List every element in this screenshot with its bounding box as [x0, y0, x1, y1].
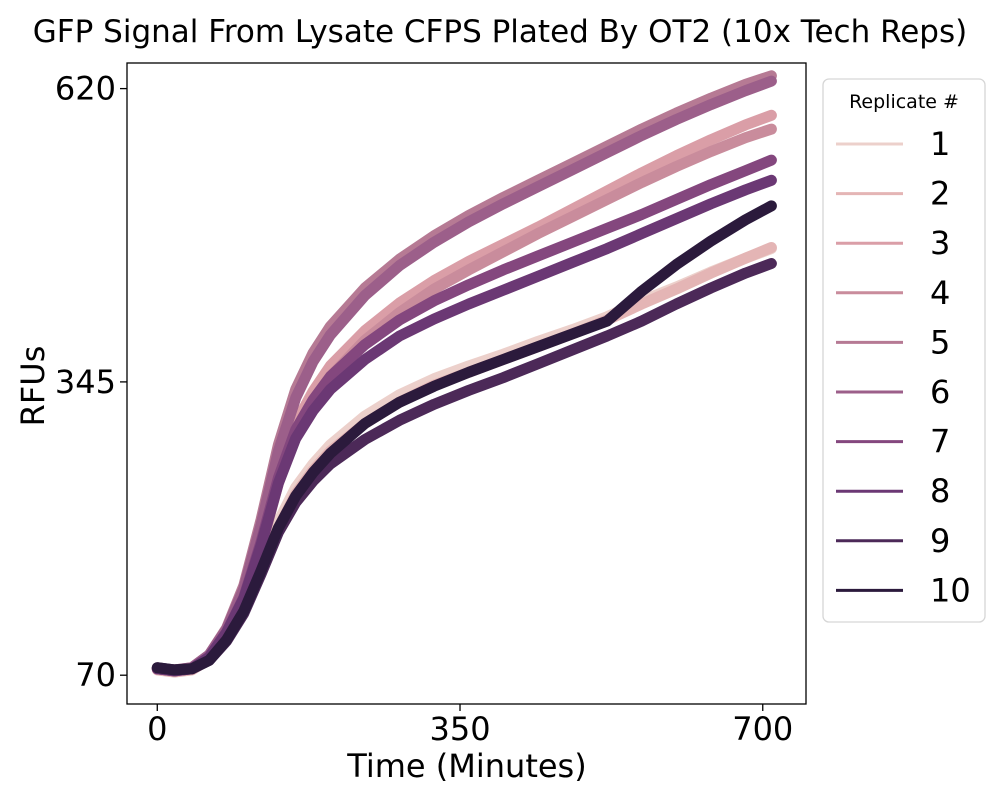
- legend-box: [822, 78, 986, 623]
- legend-label: 9: [930, 522, 950, 560]
- legend-item: 10: [836, 571, 971, 609]
- legend-item: 6: [836, 373, 950, 411]
- legend-label: 4: [930, 274, 950, 312]
- legend-label: 10: [930, 571, 971, 609]
- series-line-10: [151, 200, 777, 676]
- legend: Replicate # 1 2 3 4 5 6 7 8 9 10: [822, 78, 986, 623]
- legend-label: 2: [930, 175, 950, 213]
- legend-label: 6: [930, 373, 950, 411]
- y-tick-label: 345: [55, 363, 116, 401]
- x-tick-label: 700: [732, 710, 793, 748]
- legend-label: 3: [930, 224, 950, 262]
- legend-item: 9: [836, 522, 950, 560]
- legend-label: 7: [930, 423, 950, 461]
- legend-label: 5: [930, 323, 950, 361]
- y-tick-label: 620: [55, 70, 116, 108]
- legend-label: 1: [930, 125, 950, 163]
- x-tick-label: 350: [429, 710, 490, 748]
- legend-item: 4: [836, 274, 950, 312]
- y-axis-label: RFUs: [14, 346, 52, 427]
- legend-item: 5: [836, 323, 950, 361]
- legend-title: Replicate #: [849, 91, 959, 113]
- chart-title: GFP Signal From Lysate CFPS Plated By OT…: [33, 14, 967, 50]
- legend-items: 1 2 3 4 5 6 7 8 9 10: [836, 125, 971, 609]
- legend-label: 8: [930, 472, 950, 510]
- legend-item: 3: [836, 224, 950, 262]
- plot-frame: [126, 62, 807, 705]
- x-tick-label: 0: [147, 710, 167, 748]
- plot-lines: [151, 70, 777, 678]
- legend-item: 1: [836, 125, 950, 163]
- x-axis-label: Time (Minutes): [346, 747, 586, 785]
- y-axis-ticks: 70 345 620: [55, 70, 127, 694]
- legend-item: 7: [836, 423, 950, 461]
- legend-item: 8: [836, 472, 950, 510]
- x-axis-ticks: 0 350 700: [147, 704, 793, 748]
- legend-item: 2: [836, 175, 950, 213]
- y-tick-label: 70: [75, 656, 116, 694]
